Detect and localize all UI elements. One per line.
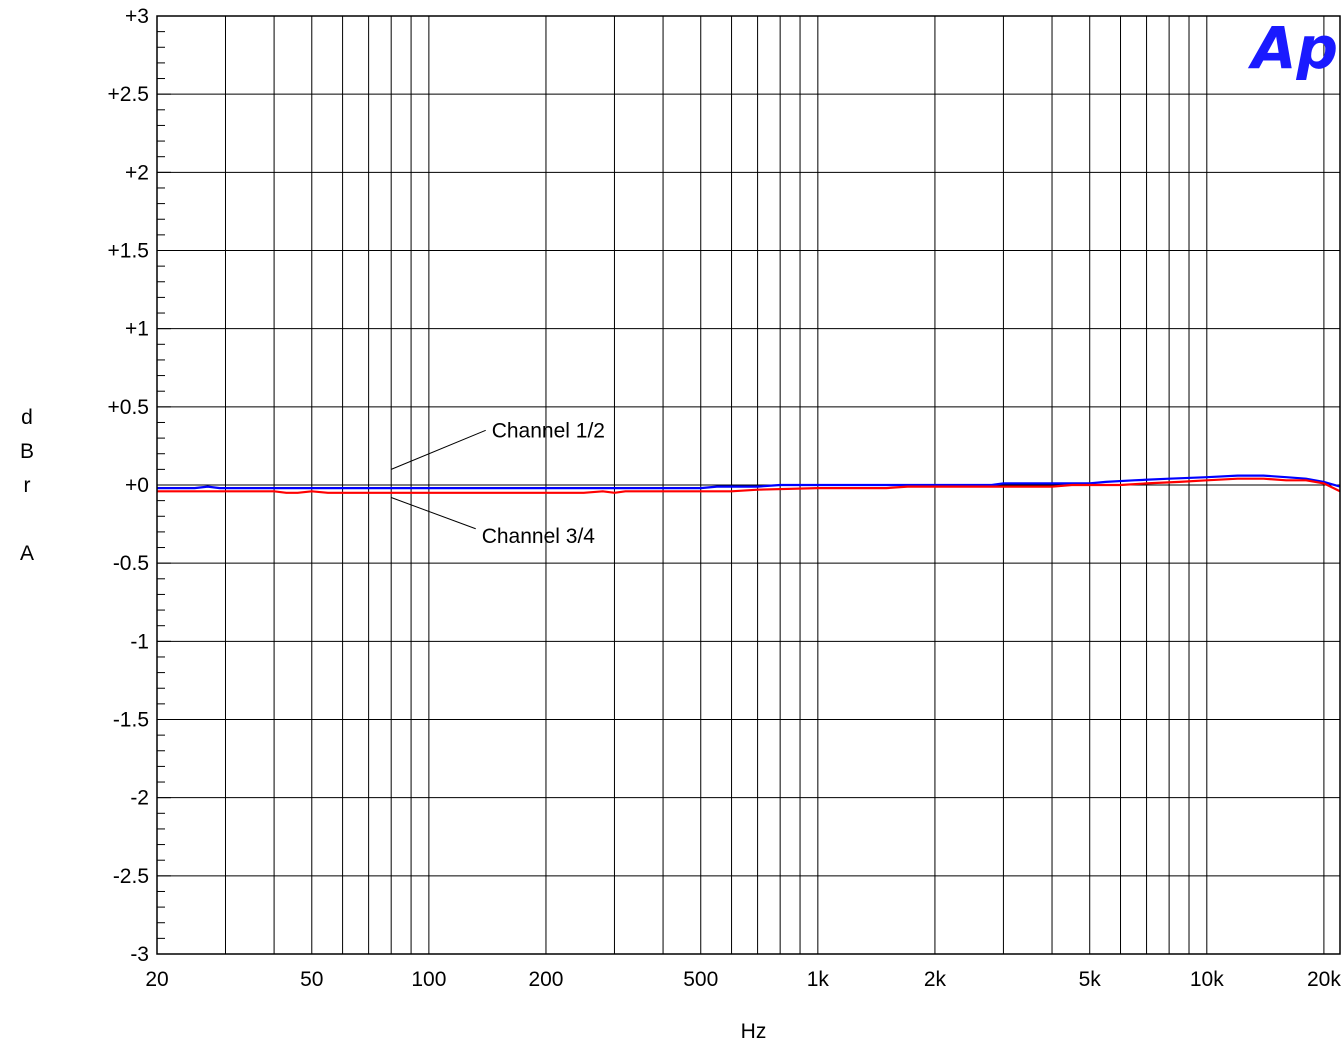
series-line-channel-3-4 <box>157 477 1341 494</box>
y-tick-labels: +3 +2.5 +2 +1.5 +1 +0.5 +0 -0.5 -1 -1.5 -2 -2.5 -3 <box>108 5 149 966</box>
y-axis-title-letter: B <box>20 440 34 463</box>
annotation-leader-line <box>391 497 476 530</box>
series-group <box>157 474 1341 494</box>
y-tick-label: -2 <box>130 787 149 810</box>
x-tick-label: 20k <box>1307 968 1341 991</box>
y-tick-label: +1.5 <box>108 240 149 263</box>
y-tick-label: +2 <box>125 161 149 184</box>
annotation-label: Channel 3/4 <box>482 525 596 548</box>
x-tick-label: 1k <box>807 968 830 991</box>
x-tick-label: 2k <box>924 968 947 991</box>
x-tick-label: 100 <box>411 968 446 991</box>
annotation-leader-line <box>390 429 486 470</box>
x-tick-label: 50 <box>300 968 323 991</box>
y-tick-label: +0 <box>125 474 149 497</box>
y-tick-label: +3 <box>125 5 149 28</box>
x-tick-label: 200 <box>528 968 563 991</box>
plot-frame <box>156 15 1341 955</box>
x-axis-title: Hz <box>741 1020 767 1039</box>
x-tick-label: 20 <box>145 968 168 991</box>
series-line-channel-1-2 <box>157 474 1341 490</box>
x-tick-label: 500 <box>683 968 718 991</box>
y-axis-title-letter: d <box>21 406 33 429</box>
y-tick-label: +0.5 <box>108 396 149 419</box>
x-tick-label: 5k <box>1079 968 1102 991</box>
x-tick-label: 10k <box>1190 968 1224 991</box>
y-tick-label: -0.5 <box>113 552 149 575</box>
y-axis-title-letter: A <box>20 542 34 565</box>
x-tick-labels: 20 50 100 200 500 1k 2k 5k 10k 20k <box>145 968 1341 991</box>
y-minor-ticks <box>157 15 171 955</box>
annotations: Channel 1/2 Channel 3/4 <box>390 419 605 548</box>
y-tick-label: -3 <box>130 943 149 966</box>
y-tick-label: -2.5 <box>113 865 149 888</box>
y-tick-label: -1.5 <box>113 709 149 732</box>
y-axis-title: dBr A <box>20 406 34 565</box>
ap-logo: Ap <box>1248 14 1338 82</box>
grid <box>157 16 1340 954</box>
annotation-label: Channel 1/2 <box>492 419 605 442</box>
y-axis-title-letter: r <box>24 474 31 497</box>
y-tick-label: +1 <box>125 318 149 341</box>
y-tick-label: +2.5 <box>108 83 149 106</box>
y-tick-label: -1 <box>130 630 149 653</box>
